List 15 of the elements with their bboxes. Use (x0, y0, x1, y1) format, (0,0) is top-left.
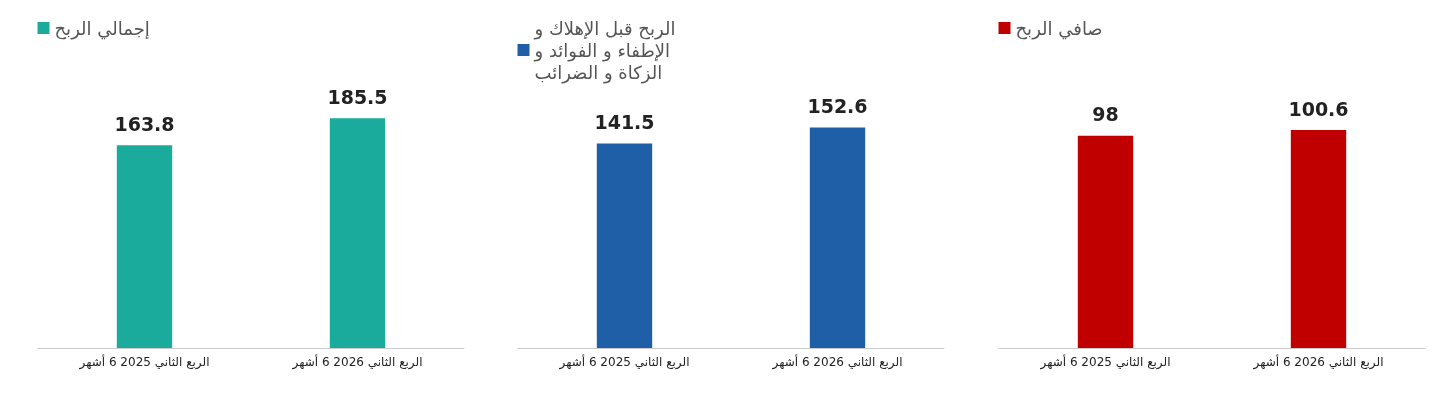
x-tick-label: الربع الثاني 2025 6 أشهر (558, 354, 690, 370)
data-label: 98 (1091, 103, 1119, 126)
x-tick-label: الربع الثاني 2026 6 أشهر (291, 354, 423, 370)
data-label: 100.6 (1288, 97, 1349, 120)
legend-label: صافي الربح (1015, 17, 1103, 40)
x-tick-label: الربع الثاني 2026 6 أشهر (1252, 354, 1384, 370)
data-label: 163.8 (114, 112, 175, 135)
data-label: 185.5 (327, 85, 388, 108)
x-tick-label: الربع الثاني 2025 6 أشهر (1039, 354, 1171, 370)
x-tick-label: الربع الثاني 2026 6 أشهر (771, 354, 903, 370)
legend-label: الربح قبل الإهلاك و الإطفاء و الفوائد و الزكاة و الضرائب (533, 17, 682, 84)
legend-label: إجمالي الربح (54, 17, 150, 40)
data-label: 152.6 (807, 95, 868, 118)
x-tick-label: الربع الثاني 2025 6 أشهر (78, 354, 210, 370)
data-label: 141.5 (594, 111, 655, 134)
